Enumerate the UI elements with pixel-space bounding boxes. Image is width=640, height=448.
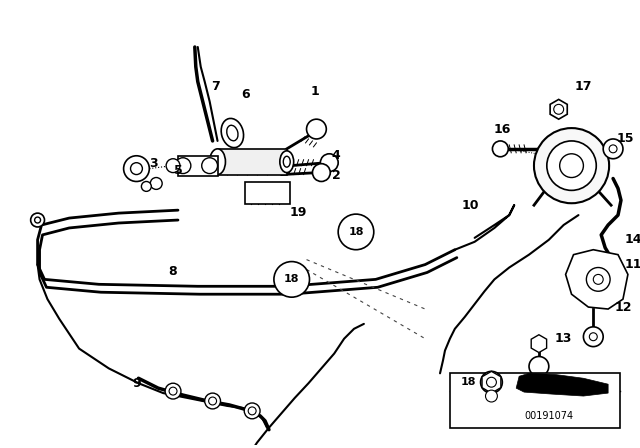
Circle shape <box>35 217 40 223</box>
Circle shape <box>205 393 221 409</box>
Ellipse shape <box>280 151 294 172</box>
Circle shape <box>534 128 609 203</box>
Circle shape <box>486 377 497 387</box>
Polygon shape <box>531 335 547 353</box>
Text: 11: 11 <box>624 258 640 271</box>
Text: 2: 2 <box>332 169 340 182</box>
Circle shape <box>307 119 326 139</box>
Text: 18: 18 <box>348 227 364 237</box>
Circle shape <box>486 390 497 402</box>
Circle shape <box>175 158 191 173</box>
Circle shape <box>150 177 162 190</box>
Text: 12: 12 <box>614 301 632 314</box>
Bar <box>218 149 287 175</box>
Circle shape <box>141 181 151 191</box>
Text: 1: 1 <box>310 85 319 98</box>
Circle shape <box>274 262 310 297</box>
Ellipse shape <box>210 149 225 175</box>
Text: 4: 4 <box>332 149 340 162</box>
Text: 9: 9 <box>132 377 141 390</box>
Circle shape <box>559 154 584 177</box>
Text: 18: 18 <box>284 274 300 284</box>
Text: 19: 19 <box>290 206 307 219</box>
Bar <box>450 373 620 428</box>
Text: 17: 17 <box>575 80 592 93</box>
Circle shape <box>586 267 610 291</box>
Ellipse shape <box>221 118 244 148</box>
Circle shape <box>169 387 177 395</box>
Circle shape <box>248 407 256 415</box>
Circle shape <box>209 397 216 405</box>
Polygon shape <box>516 373 608 396</box>
Text: 6: 6 <box>241 88 250 101</box>
Ellipse shape <box>227 125 238 141</box>
Circle shape <box>124 156 149 181</box>
Text: 5: 5 <box>173 164 182 177</box>
Circle shape <box>492 141 508 157</box>
Polygon shape <box>482 371 501 393</box>
Polygon shape <box>566 250 628 309</box>
Bar <box>245 182 290 204</box>
Text: 14: 14 <box>624 233 640 246</box>
Text: 13: 13 <box>555 332 572 345</box>
Circle shape <box>584 327 603 347</box>
Circle shape <box>481 371 502 393</box>
Circle shape <box>589 333 597 340</box>
Circle shape <box>593 275 603 284</box>
Text: 3: 3 <box>149 157 157 170</box>
Text: 15: 15 <box>616 133 634 146</box>
Circle shape <box>529 357 548 376</box>
Circle shape <box>321 154 338 172</box>
Circle shape <box>554 104 564 114</box>
Circle shape <box>166 159 180 172</box>
Text: 10: 10 <box>462 199 479 212</box>
Polygon shape <box>550 99 567 119</box>
Text: 00191074: 00191074 <box>524 411 573 421</box>
Text: 8: 8 <box>169 265 177 278</box>
Text: 18: 18 <box>461 377 476 387</box>
Circle shape <box>31 213 45 227</box>
Circle shape <box>202 158 218 173</box>
Ellipse shape <box>284 156 290 167</box>
Circle shape <box>244 403 260 419</box>
Bar <box>178 156 218 176</box>
Circle shape <box>165 383 181 399</box>
Circle shape <box>603 139 623 159</box>
Circle shape <box>338 214 374 250</box>
Circle shape <box>312 164 330 181</box>
Text: 7: 7 <box>211 80 220 93</box>
Text: 16: 16 <box>493 123 511 136</box>
Circle shape <box>609 145 617 153</box>
Circle shape <box>547 141 596 190</box>
Circle shape <box>131 163 142 175</box>
